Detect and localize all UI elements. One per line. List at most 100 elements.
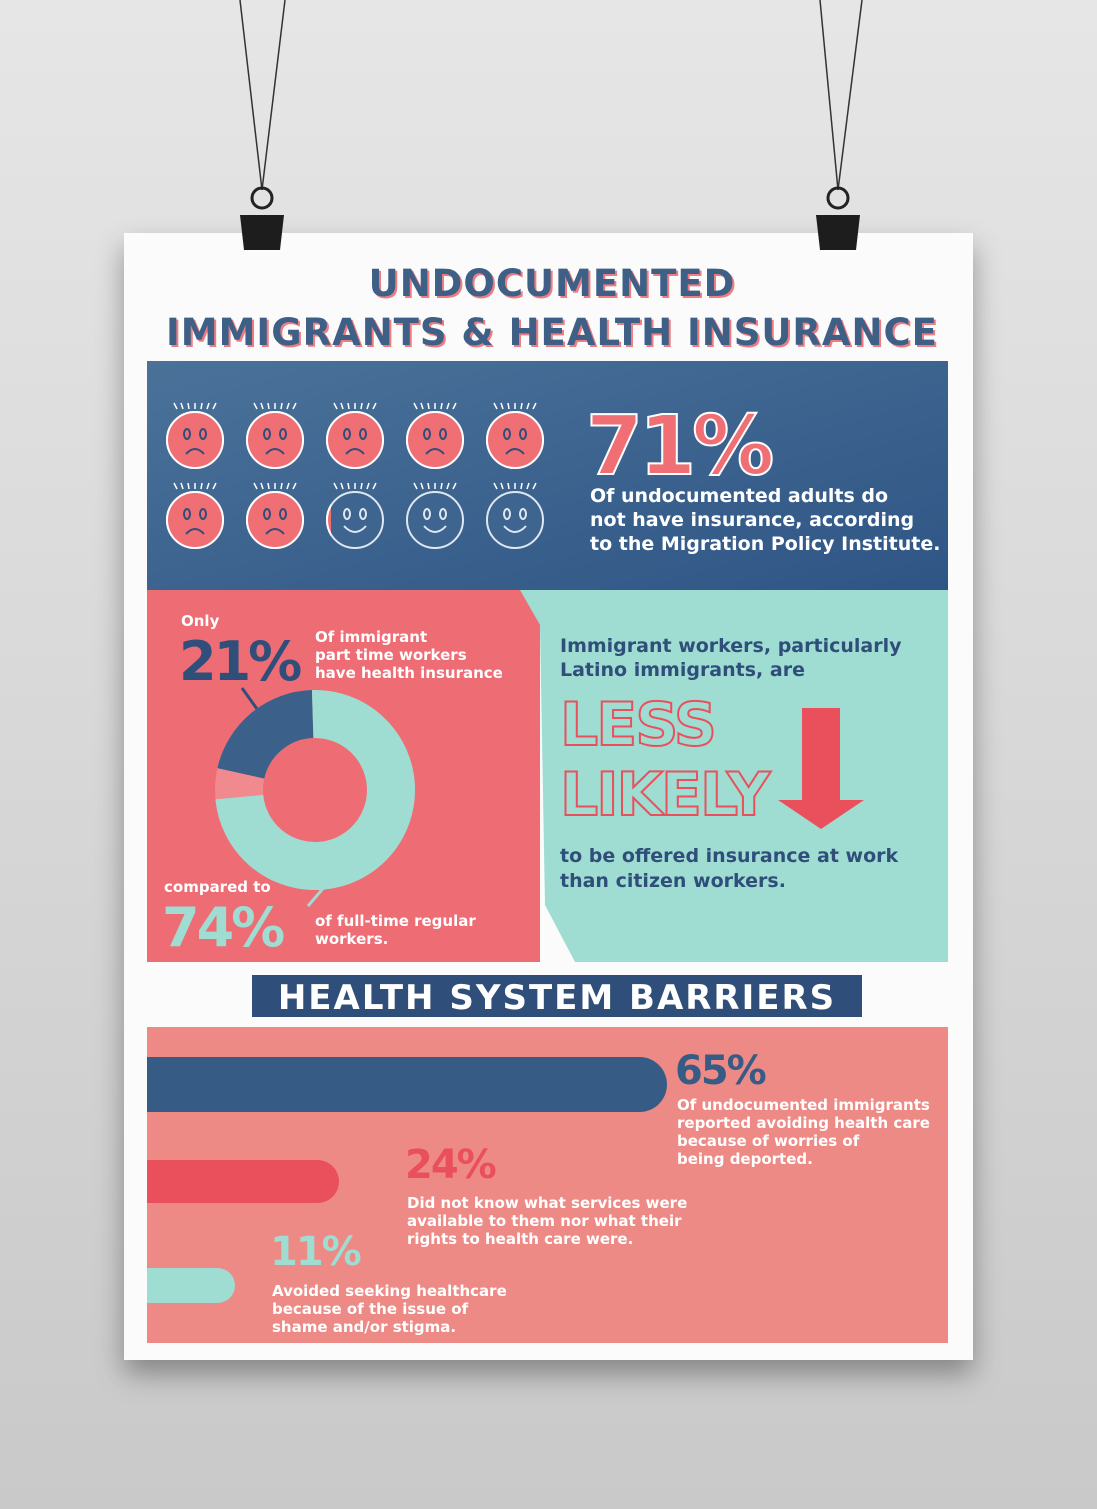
eye — [343, 428, 351, 440]
eye — [343, 508, 351, 520]
mouth — [505, 448, 525, 455]
hair — [520, 482, 523, 490]
face-fill — [326, 503, 331, 537]
mouth — [265, 448, 285, 455]
hair — [500, 482, 504, 490]
hair — [526, 482, 530, 490]
barrier-percent: 24% — [405, 1142, 496, 1188]
mouth — [343, 525, 367, 533]
hair — [452, 482, 457, 490]
text-line: available to them nor what their — [407, 1212, 682, 1230]
hair — [366, 482, 370, 490]
part-time-panel — [147, 590, 540, 962]
text-line: of full-time regular — [315, 912, 476, 930]
face-base — [406, 491, 464, 549]
text-line: because of the issue of — [272, 1300, 469, 1318]
hair — [187, 482, 190, 490]
hair — [420, 482, 424, 490]
hair — [427, 482, 430, 490]
eye — [519, 428, 527, 440]
hair — [187, 402, 190, 410]
face-fill — [486, 411, 544, 469]
text-line: Of undocumented adults do — [590, 485, 888, 507]
text-line: because of worries of — [677, 1132, 860, 1150]
eye — [279, 508, 287, 520]
hair — [366, 402, 370, 410]
pointer — [306, 877, 334, 907]
intro: compared to — [164, 878, 271, 896]
hair — [452, 402, 457, 410]
hair — [413, 402, 418, 410]
text-line: Avoided seeking healthcare — [272, 1282, 507, 1300]
hair — [286, 402, 290, 410]
eye — [519, 508, 527, 520]
less-likely-panel — [520, 590, 948, 962]
bar — [147, 1160, 339, 1203]
hair — [500, 402, 504, 410]
hair — [532, 482, 537, 490]
text-line: being deported. — [677, 1150, 813, 1168]
hair — [360, 402, 363, 410]
hair — [200, 402, 203, 410]
mouth — [185, 448, 205, 455]
hair — [333, 402, 338, 410]
text-line: Latino immigrants, are — [560, 659, 805, 681]
text-line: Of immigrant — [315, 628, 427, 646]
text-line: rights to health care were. — [407, 1230, 633, 1248]
face-base — [486, 491, 544, 549]
face-fill — [246, 411, 304, 469]
eye — [199, 508, 207, 520]
hair — [253, 402, 258, 410]
hair — [493, 402, 498, 410]
hair — [532, 402, 537, 410]
text-line: have health insurance — [315, 664, 503, 682]
hair — [440, 402, 443, 410]
hair — [347, 402, 350, 410]
bar — [147, 1268, 235, 1303]
eye — [423, 508, 431, 520]
eye — [183, 508, 191, 520]
eye — [199, 428, 207, 440]
full-time-percent: 74% — [162, 896, 284, 959]
hangers — [239, 0, 863, 191]
hair — [280, 402, 283, 410]
mouth — [503, 525, 527, 533]
hair — [427, 402, 430, 410]
arrow — [778, 708, 864, 829]
eye — [503, 428, 511, 440]
barrier-percent: 11% — [270, 1229, 361, 1275]
face — [246, 402, 304, 469]
face — [486, 402, 544, 469]
eye — [439, 508, 447, 520]
mouth — [423, 525, 447, 533]
hair — [340, 402, 344, 410]
hair — [493, 482, 498, 490]
eye — [263, 428, 271, 440]
intro: Only — [181, 612, 220, 630]
eye — [423, 428, 431, 440]
barriers-heading-box — [252, 975, 862, 1017]
text-line: Of undocumented immigrants — [677, 1096, 930, 1114]
face-fill — [326, 411, 384, 469]
eye — [439, 428, 447, 440]
hair — [372, 402, 377, 410]
text-line: shame and/or stigma. — [272, 1318, 456, 1336]
text-line: Immigrant workers, particularly — [560, 635, 902, 657]
title-line: IMMIGRANTS & HEALTH INSURANCE — [166, 311, 938, 354]
text-line: LIKELY — [560, 760, 772, 830]
donut-segment — [217, 690, 315, 780]
face-fill — [166, 491, 224, 549]
face — [326, 482, 384, 549]
hair — [206, 482, 210, 490]
face — [486, 482, 544, 549]
hair — [267, 402, 270, 410]
hair — [253, 482, 258, 490]
mouth — [185, 528, 205, 535]
hair — [446, 482, 450, 490]
hair — [372, 482, 377, 490]
hair — [286, 482, 290, 490]
face — [246, 482, 304, 549]
eye — [279, 428, 287, 440]
hair — [260, 482, 264, 490]
